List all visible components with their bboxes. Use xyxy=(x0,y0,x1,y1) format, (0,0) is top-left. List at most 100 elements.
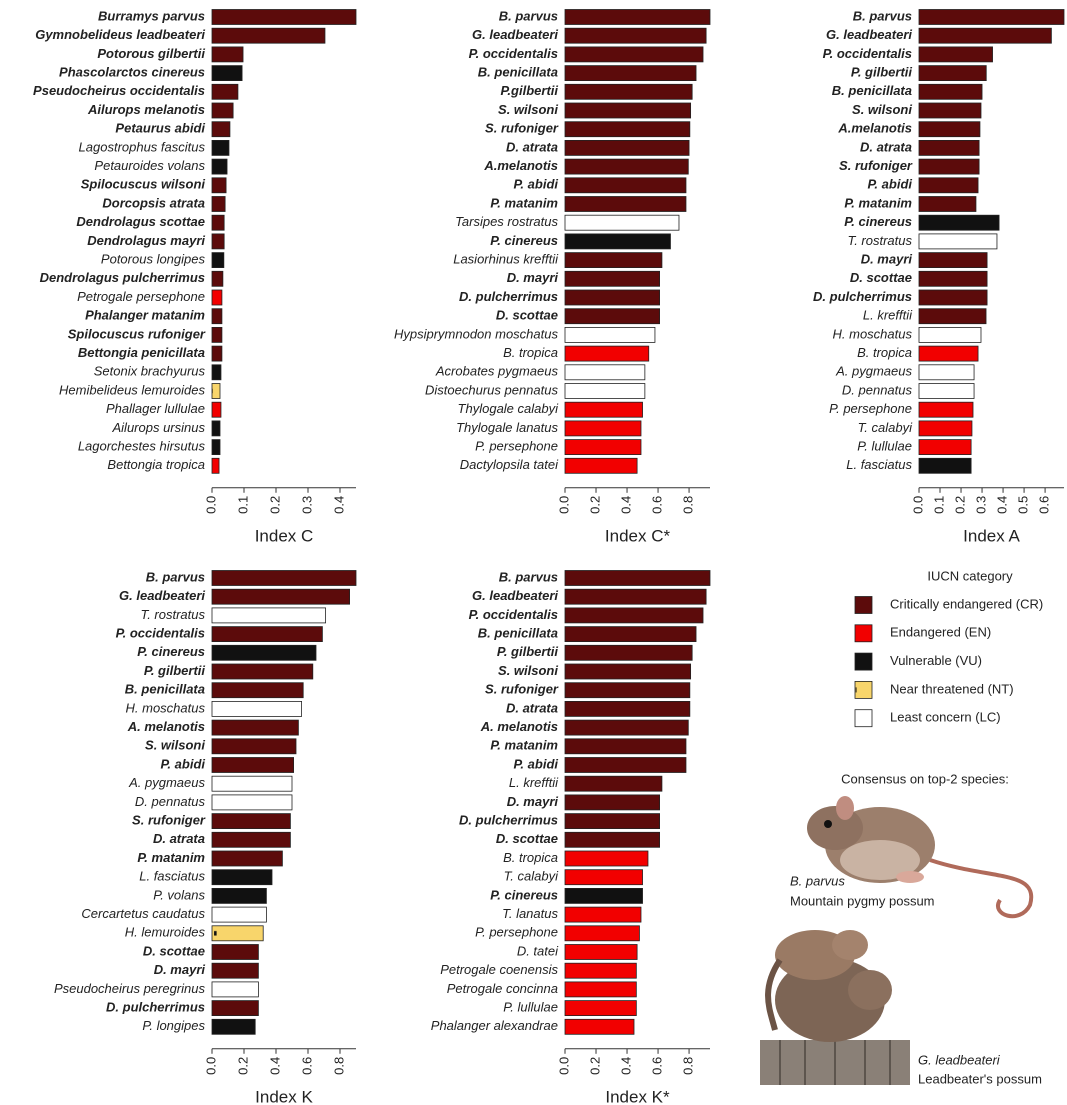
category-label: H. lemuroides xyxy=(125,925,206,940)
category-label: Phalanger alexandrae xyxy=(431,1018,558,1033)
bar xyxy=(565,159,688,174)
bar xyxy=(565,421,641,436)
x-axis-title: Index A xyxy=(963,526,1020,545)
bar xyxy=(565,327,655,342)
category-label: P. volans xyxy=(153,887,205,902)
x-tick-label: 0.2 xyxy=(952,496,967,514)
bar xyxy=(212,290,222,305)
bar xyxy=(212,28,325,43)
bar xyxy=(919,84,982,99)
category-label: Hypsiprymnodon moschatus xyxy=(394,326,559,341)
category-label: B. tropica xyxy=(503,850,558,865)
category-label: Potorous longipes xyxy=(101,252,206,267)
category-label: P. cinereus xyxy=(490,233,558,248)
category-label: P. lullulae xyxy=(503,1000,558,1015)
legend-title: IUCN category xyxy=(927,568,1013,583)
category-label: G. leadbeateri xyxy=(472,27,558,42)
bar xyxy=(212,627,322,642)
category-label: A.melanotis xyxy=(837,121,912,136)
x-tick-label: 0.2 xyxy=(235,1057,250,1075)
bar xyxy=(212,327,222,342)
category-label: A. melanotis xyxy=(127,719,205,734)
bar xyxy=(565,1019,634,1034)
category-label: P. cinereus xyxy=(137,644,205,659)
bar xyxy=(565,627,696,642)
category-label: Dendrolagus pulcherrimus xyxy=(40,270,205,285)
bar xyxy=(565,963,636,978)
x-tick-label: 0.0 xyxy=(556,1057,571,1075)
category-label: B. parvus xyxy=(146,569,205,584)
bar xyxy=(919,215,999,230)
category-label: P. persephone xyxy=(829,401,912,416)
bar xyxy=(919,346,978,361)
bar xyxy=(212,832,290,847)
category-label: Phallager lullulae xyxy=(106,401,205,416)
category-label: Cercartetus caudatus xyxy=(81,906,205,921)
category-label: B. tropica xyxy=(857,345,912,360)
category-label: Petrogale persephone xyxy=(77,289,205,304)
bar xyxy=(212,66,242,81)
category-label: Ailurops ursinus xyxy=(112,420,206,435)
category-label: P. gilbertii xyxy=(497,644,559,659)
x-tick-label: 0.6 xyxy=(649,496,664,514)
bar xyxy=(565,589,706,604)
x-tick-label: 0.0 xyxy=(203,496,218,514)
category-label: Dendrolagus mayri xyxy=(87,233,205,248)
category-label: D. mayri xyxy=(507,794,559,809)
bar xyxy=(565,140,689,155)
category-label: S. wilsoni xyxy=(498,663,558,678)
bar xyxy=(212,1001,258,1016)
category-label: P. abidi xyxy=(513,177,558,192)
category-label: A.melanotis xyxy=(483,158,558,173)
category-label: Hemibelideus lemuroides xyxy=(59,382,205,397)
category-label: Petauroides volans xyxy=(94,158,205,173)
x-tick-label: 0.1 xyxy=(931,496,946,514)
legend-label: Critically endangered (CR) xyxy=(890,596,1043,611)
bar xyxy=(565,1001,636,1016)
category-label: P. occidentalis xyxy=(823,46,912,61)
legend-label: Least concern (LC) xyxy=(890,710,1001,725)
bar xyxy=(212,720,298,735)
illustration xyxy=(760,930,910,1085)
bar xyxy=(919,365,974,380)
category-label: D. scottae xyxy=(143,943,205,958)
bar xyxy=(565,851,648,866)
category-label: D. atrata xyxy=(506,700,558,715)
legend-swatch xyxy=(855,653,872,670)
bar xyxy=(212,758,294,773)
x-tick-label: 0.8 xyxy=(331,1057,346,1075)
bar xyxy=(212,683,303,698)
bar xyxy=(565,215,679,230)
bar xyxy=(919,178,978,193)
x-tick-label: 0.8 xyxy=(681,1057,696,1075)
category-label: S. rufoniger xyxy=(839,158,913,173)
x-axis-title: Index C xyxy=(255,526,314,545)
bar xyxy=(565,384,645,399)
bar xyxy=(565,776,662,791)
bar xyxy=(565,365,645,380)
bar xyxy=(212,271,223,286)
category-label: D. atrata xyxy=(860,139,912,154)
bar xyxy=(212,589,350,604)
category-label: P. persephone xyxy=(475,925,558,940)
bar xyxy=(919,402,973,417)
x-tick-label: 0.0 xyxy=(556,496,571,514)
category-label: D. pulcherrimus xyxy=(459,813,558,828)
category-label: P. occidentalis xyxy=(469,46,558,61)
bar xyxy=(212,178,226,193)
category-label: P. cinereus xyxy=(844,214,912,229)
category-label: T. rostratus xyxy=(140,607,205,622)
bar xyxy=(212,739,296,754)
bar xyxy=(212,888,266,903)
legend-label: Vulnerable (VU) xyxy=(890,653,982,668)
bar xyxy=(565,945,637,960)
category-label: D. mayri xyxy=(154,962,206,977)
category-label: Tarsipes rostratus xyxy=(455,214,558,229)
annotation: Leadbeater's possum xyxy=(918,1071,1042,1086)
category-label: Petaurus abidi xyxy=(115,121,205,136)
category-label: Bettongia penicillata xyxy=(78,345,205,360)
bar xyxy=(212,346,222,361)
category-label: P. occidentalis xyxy=(116,626,205,641)
bar xyxy=(565,440,641,455)
category-label: L. fasciatus xyxy=(846,457,912,472)
